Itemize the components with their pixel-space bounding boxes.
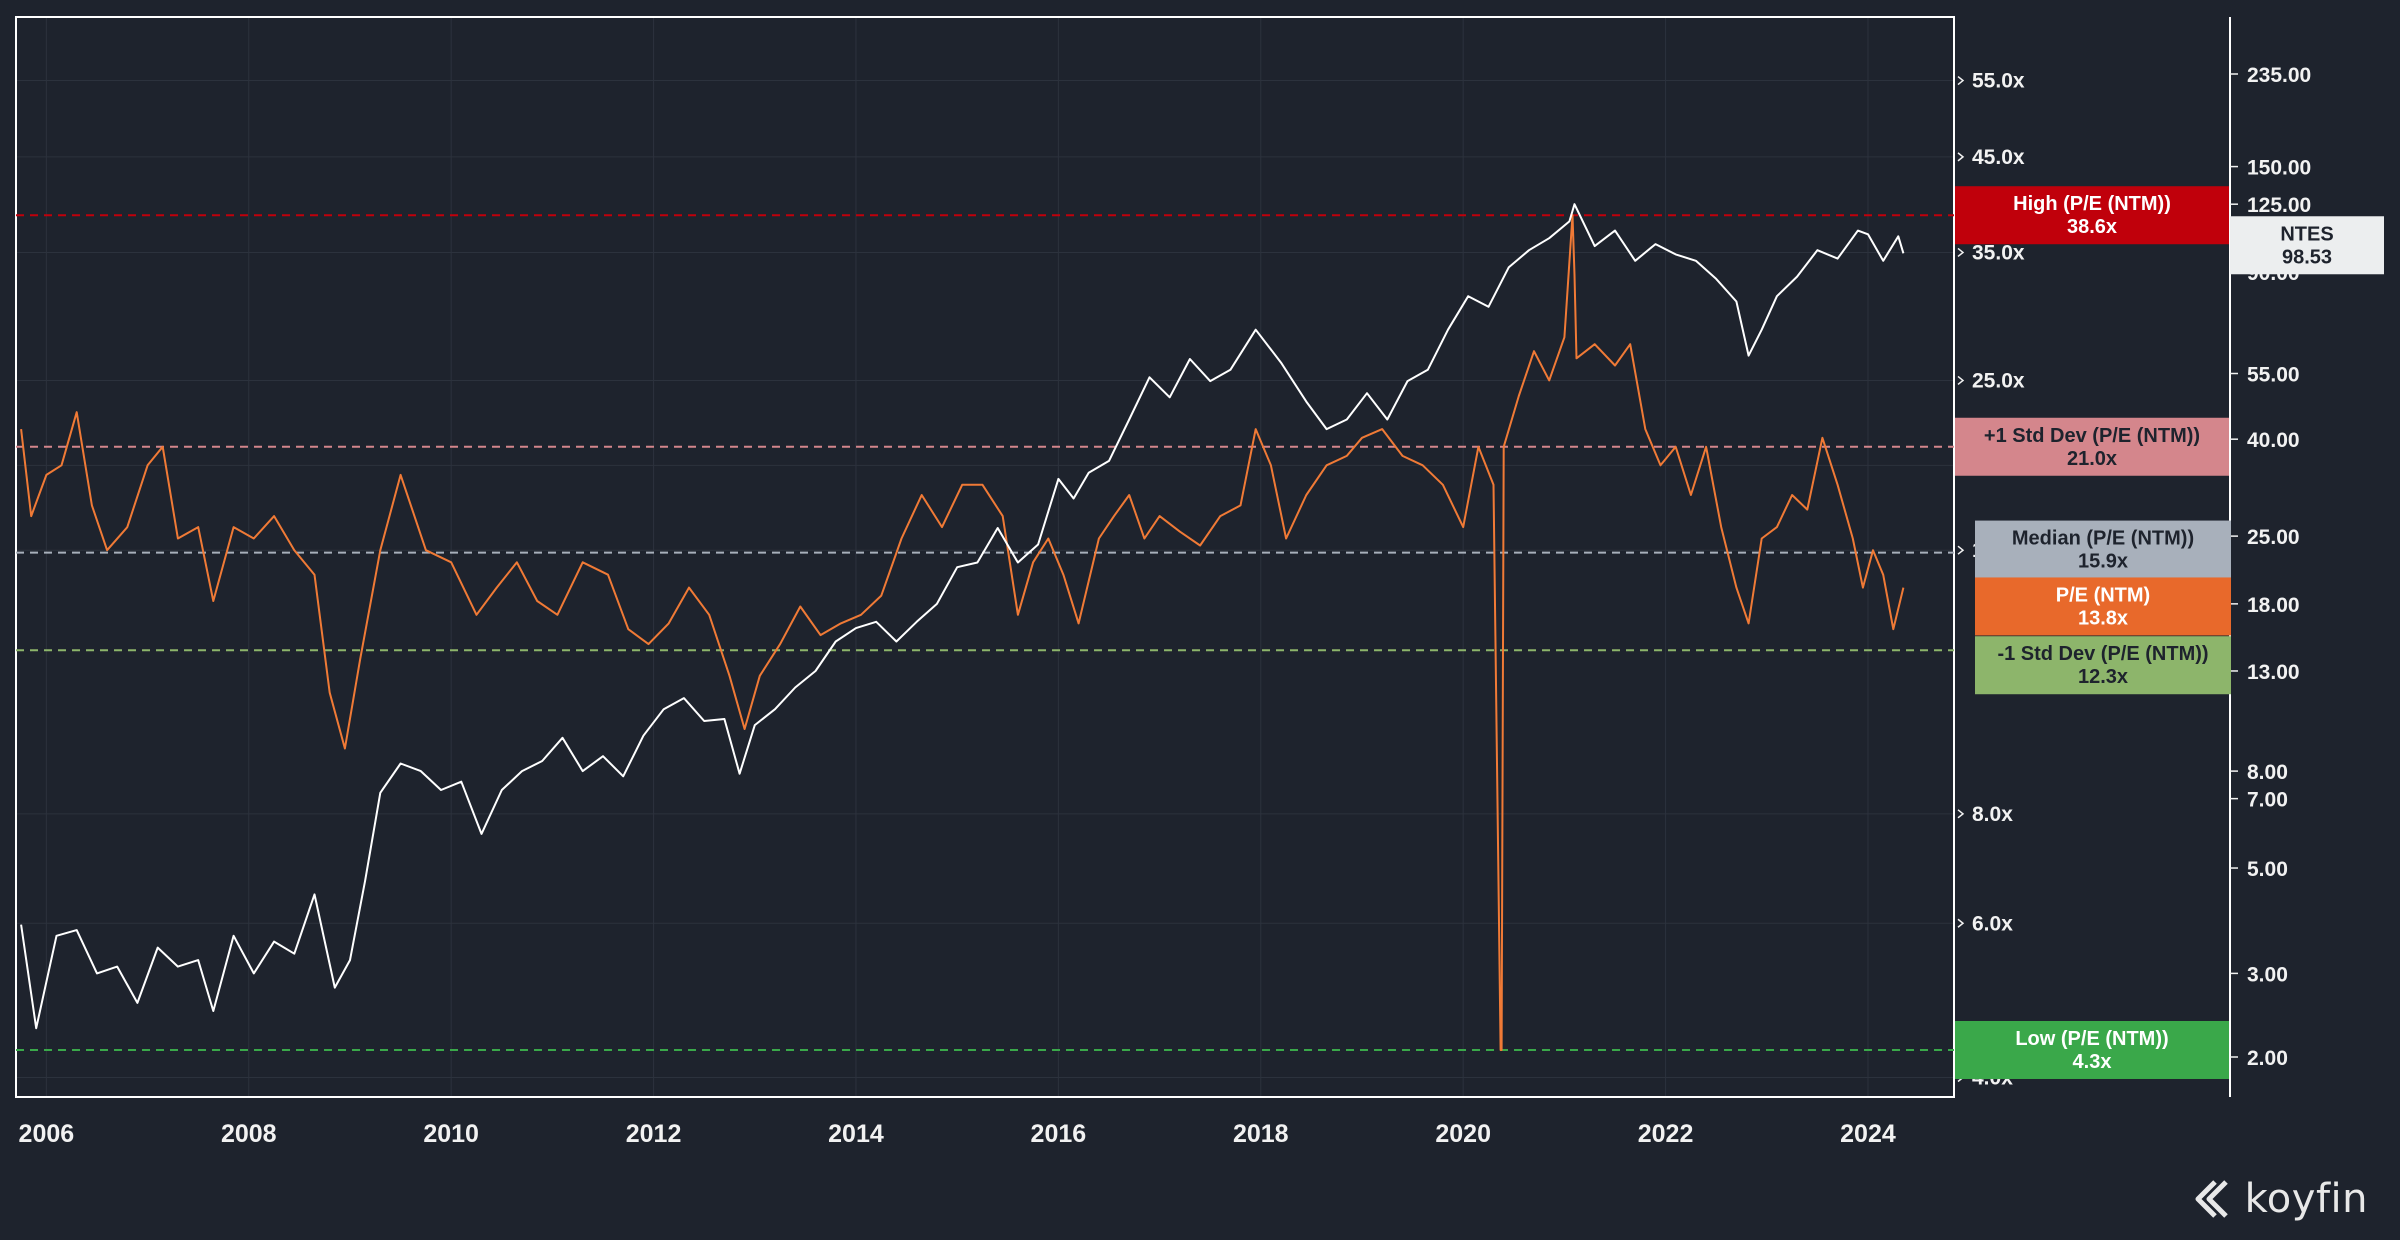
badge-high-value: 38.6x	[2067, 216, 2117, 238]
x-tick-label: 2012	[626, 1120, 682, 1148]
left-tick-mark	[1957, 375, 1965, 386]
badge-ticker-title: NTES	[2280, 223, 2333, 245]
badge-minus-std-bg	[1975, 636, 2231, 695]
badge-high-title: High (P/E (NTM))	[2013, 193, 2171, 215]
badge-minus-std-title: -1 Std Dev (P/E (NTM))	[1997, 643, 2208, 665]
badge-plus-std-bg	[1955, 417, 2229, 476]
badge-ticker-value: 98.53	[2282, 246, 2332, 268]
plot-frame	[15, 16, 1955, 1098]
series-line-pe-ntm	[20, 214, 1905, 1051]
right-tick-label: 235.00	[2247, 64, 2311, 87]
left-tick-label: 35.0x	[1972, 241, 2025, 264]
x-tick-label: 2008	[221, 1120, 277, 1148]
left-tick-label: 8.0x	[1972, 803, 2013, 826]
series-layer	[20, 203, 1905, 1051]
right-tick-label: 5.00	[2247, 858, 2288, 881]
left-tick-label: 55.0x	[1972, 70, 2025, 93]
left-tick-label: 6.0x	[1972, 912, 2013, 935]
right-tick-label: 18.00	[2247, 594, 2300, 617]
badge-low: Low (P/E (NTM))4.3x	[1955, 1020, 2229, 1079]
badge-low-bg	[1955, 1020, 2229, 1079]
brand-name: koyfin	[2244, 1176, 2368, 1222]
left-tick-mark	[1957, 809, 1965, 819]
badge-current-pe-value: 13.8x	[2078, 607, 2128, 629]
badge-low-title: Low (P/E (NTM))	[2015, 1028, 2168, 1050]
brand-logo: koyfin	[2193, 1176, 2368, 1222]
badge-plus-std-title: +1 Std Dev (P/E (NTM))	[1984, 425, 2200, 447]
right-tick-label: 150.00	[2247, 157, 2311, 180]
badge-minus-std: -1 Std Dev (P/E (NTM))12.3x	[1975, 636, 2231, 695]
series-line-ntes-price	[20, 203, 1905, 1030]
right-tick-label: 55.00	[2247, 364, 2300, 387]
right-tick-label: 8.00	[2247, 761, 2288, 784]
badge-median-value: 15.9x	[2078, 551, 2128, 573]
koyfin-logo-icon	[2195, 1180, 2228, 1218]
badge-plus-std: +1 Std Dev (P/E (NTM))21.0x	[1955, 417, 2229, 476]
right-tick-label: 13.00	[2247, 661, 2300, 684]
badge-high-bg	[1955, 186, 2229, 245]
x-tick-label: 2022	[1638, 1120, 1694, 1148]
left-tick-mark	[1957, 918, 1965, 928]
badge-current-pe: P/E (NTM)13.8x	[1975, 577, 2231, 636]
left-tick-label: 45.0x	[1972, 146, 2025, 169]
x-axis: 2006 2008 2010 2012 2014 2016 2018 2020 2022 2024	[19, 1120, 1896, 1148]
badge-median-bg	[1975, 520, 2231, 579]
right-tick-label: 125.00	[2247, 194, 2311, 217]
x-tick-label: 2020	[1435, 1120, 1491, 1148]
left-tick-mark	[1957, 75, 1965, 86]
left-tick-mark	[1957, 545, 1965, 555]
reference-lines	[16, 214, 1954, 1051]
badge-median-title: Median (P/E (NTM))	[2012, 528, 2194, 550]
right-tick-label: 3.00	[2247, 963, 2288, 986]
right-tick-label: 25.00	[2247, 526, 2300, 549]
badge-low-value: 4.3x	[2073, 1051, 2112, 1073]
value-badges: High (P/E (NTM))38.6x +1 Std Dev (P/E (NT…	[1955, 186, 2384, 1079]
x-tick-label: 2010	[423, 1120, 479, 1148]
badge-high: High (P/E (NTM))38.6x	[1955, 186, 2229, 245]
right-tick-label: 40.00	[2247, 429, 2300, 452]
badge-plus-std-value: 21.0x	[2067, 448, 2117, 470]
left-tick-mark	[1957, 247, 1965, 258]
left-tick-label: 25.0x	[1972, 369, 2025, 392]
right-tick-label: 2.00	[2247, 1047, 2288, 1070]
right-tick-label: 7.00	[2247, 789, 2288, 812]
x-tick-label: 2006	[19, 1120, 75, 1148]
badge-minus-std-value: 12.3x	[2078, 666, 2128, 688]
left-tick-mark	[1957, 152, 1965, 162]
x-tick-label: 2016	[1031, 1120, 1087, 1148]
right-y-axis: 235.00150.00125.0090.0055.0040.0025.0018…	[2230, 64, 2311, 1070]
badge-current-pe-title: P/E (NTM)	[2056, 584, 2150, 606]
badge-current-pe-bg	[1975, 577, 2231, 636]
x-tick-label: 2014	[828, 1120, 884, 1148]
x-tick-label: 2024	[1840, 1120, 1896, 1148]
badge-median: Median (P/E (NTM))15.9x	[1975, 520, 2231, 579]
grid-layer	[16, 17, 1954, 1097]
x-tick-label: 2018	[1233, 1120, 1289, 1148]
badge-ticker-bg	[2230, 216, 2384, 275]
